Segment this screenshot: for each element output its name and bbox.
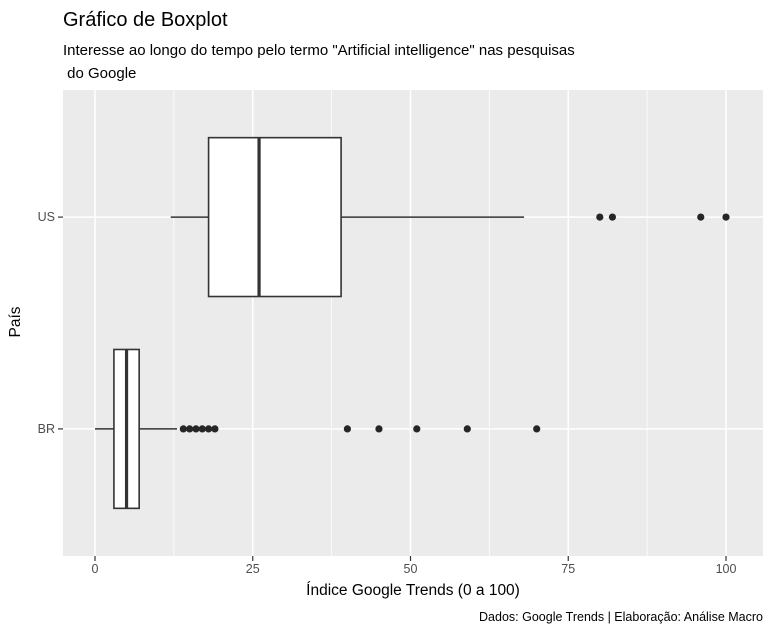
outlier-point-br xyxy=(413,425,421,433)
chart-subtitle-line2: do Google xyxy=(63,65,137,82)
outlier-point-br xyxy=(186,425,194,433)
outlier-point-br xyxy=(179,425,187,433)
x-tick-label-50: 50 xyxy=(403,562,418,576)
outlier-point-br xyxy=(375,425,383,433)
outlier-point-us xyxy=(596,213,604,221)
chart-title: Gráfico de Boxplot xyxy=(63,9,228,31)
y-tick-label-br: BR xyxy=(37,421,55,436)
chart-caption: Dados: Google Trends | Elaboração: Análi… xyxy=(479,610,763,624)
box-us xyxy=(207,136,342,298)
x-tick-label-0: 0 xyxy=(91,562,99,576)
outlier-point-br xyxy=(198,425,206,433)
x-tick-label-100: 100 xyxy=(715,562,737,576)
chart-subtitle: Interesse ao longo do tempo pelo termo "… xyxy=(63,39,575,85)
outlier-point-us xyxy=(608,213,617,221)
x-tick-label-25: 25 xyxy=(245,562,260,576)
x-tick-label-75: 75 xyxy=(561,562,576,576)
y-tick-label-us: US xyxy=(37,210,55,225)
outlier-point-br xyxy=(192,425,200,433)
outlier-point-br xyxy=(211,425,219,433)
chart-subtitle-line1: Interesse ao longo do tempo pelo termo "… xyxy=(63,42,575,59)
outlier-point-br xyxy=(343,425,351,433)
outlier-point-br xyxy=(204,425,213,433)
outlier-point-us xyxy=(697,213,705,221)
x-axis-title: Índice Google Trends (0 a 100) xyxy=(306,582,520,599)
outlier-point-us xyxy=(722,213,730,221)
outlier-point-br xyxy=(533,425,541,433)
plot-panel xyxy=(63,90,763,556)
outlier-point-br xyxy=(463,425,471,433)
y-axis-title: País xyxy=(7,306,24,338)
